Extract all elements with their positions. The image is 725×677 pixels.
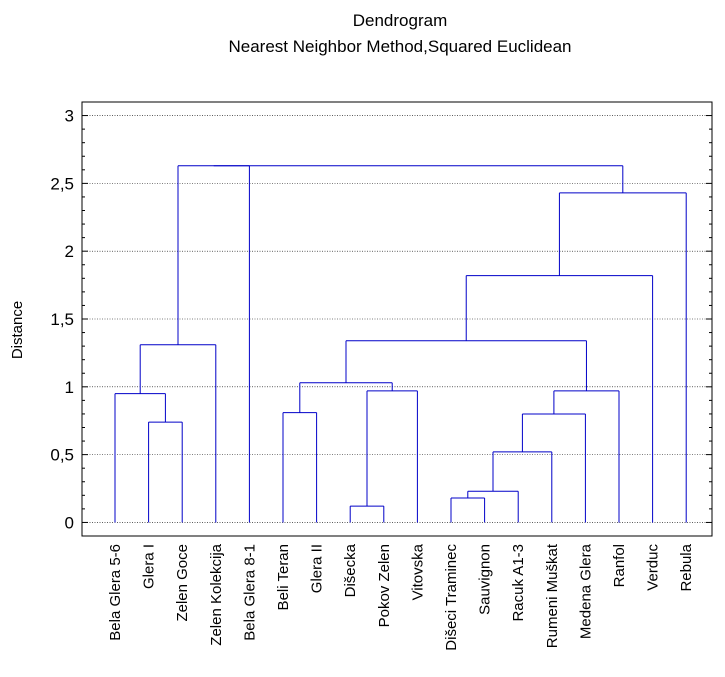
leaf-label: Dišeci Traminec [443,544,460,651]
y-tick-label: 0 [65,513,74,532]
grid-lines [82,115,712,523]
y-tick-label: 0,5 [50,446,74,465]
leaf-label: Racuk A1-3 [510,544,527,622]
y-tick-label: 3 [65,107,74,126]
y-tick-label: 1,5 [50,310,74,329]
leaf-label: Rumeni Muškat [544,543,561,648]
leaf-labels: Bela Glera 5-6 Glera I Zelen Goce Zelen Kol… [107,543,695,651]
leaf-label: Bela Glera 5-6 [107,544,124,641]
dendrogram-tree [114,165,687,523]
leaf-label: Vitovska [409,543,426,600]
leaf-label: Dišecka [342,543,359,597]
leaf-label: Medena Glera [577,543,594,639]
y-axis-label: Distance [9,301,26,359]
y-tick-label: 2 [65,242,74,261]
y-tick-label: 1 [65,378,74,397]
leaf-label: Pokov Zelen [376,544,393,627]
leaf-label: Glera II [309,544,326,593]
leaf-label: Beli Teran [275,544,292,610]
leaf-label: Zelen Goce [174,544,191,622]
leaf-label: Sauvignon [477,544,494,615]
leaf-label: Zelen Kolekcija [208,543,225,645]
leaf-label: Bela Glera 8-1 [241,544,258,641]
leaf-label: Verduc [645,544,662,591]
y-axis-ticks: 0 0,5 1 1,5 2 2,5 3 [50,107,712,532]
leaf-label: Ranfol [611,544,628,587]
leaf-label: Glera I [141,544,158,589]
chart-title: Dendrogram [353,11,448,30]
leaf-label: Rebula [678,543,695,591]
chart-subtitle: Nearest Neighbor Method,Squared Euclidea… [228,37,571,56]
y-tick-label: 2,5 [50,174,74,193]
